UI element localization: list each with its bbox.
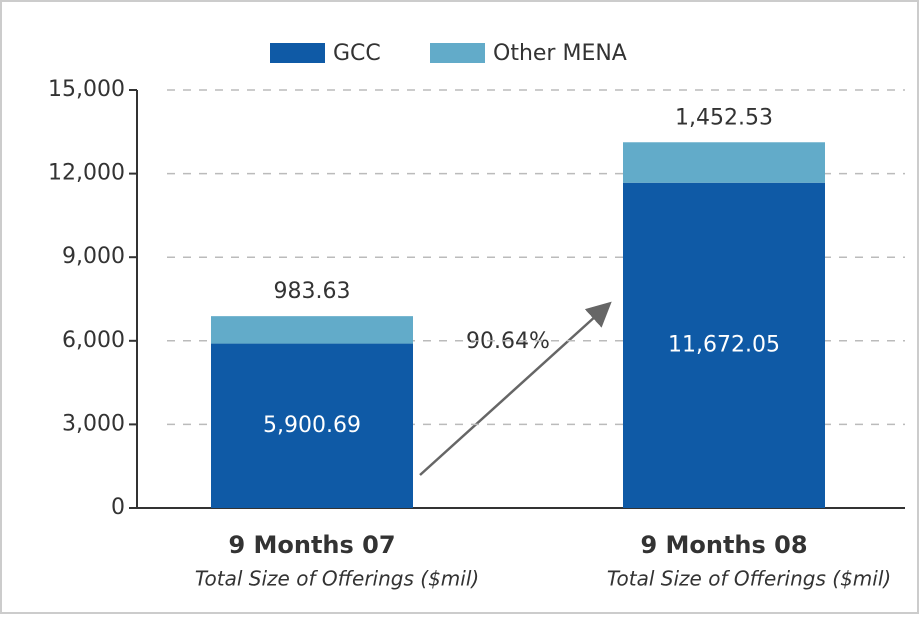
y-tick-label: 12,000 — [48, 161, 125, 186]
y-tick-label: 6,000 — [62, 328, 125, 353]
x-axis-label: Total Size of Offerings ($mil) — [195, 567, 479, 591]
bar — [623, 182, 825, 508]
value-label: 11,672.05 — [668, 332, 780, 357]
y-tick-label: 3,000 — [62, 411, 125, 436]
bar — [211, 343, 413, 508]
y-tick-label: 9,000 — [62, 244, 125, 269]
bar — [211, 316, 413, 344]
x-axis-label: Total Size of Offerings ($mil) — [607, 567, 891, 591]
y-tick-label: 15,000 — [48, 77, 125, 102]
legend-label: Other MENA — [493, 41, 627, 66]
x-tick-label: 9 Months 08 — [640, 531, 807, 559]
x-tick-label: 9 Months 07 — [228, 531, 395, 559]
value-label: 5,900.69 — [263, 413, 361, 438]
value-label: 1,452.53 — [675, 105, 773, 130]
legend-label: GCC — [333, 41, 381, 66]
y-tick-label: 0 — [111, 495, 125, 520]
value-label: 983.63 — [274, 279, 351, 304]
legend-swatch — [430, 43, 485, 63]
bar — [623, 142, 825, 183]
legend-swatch — [270, 43, 325, 63]
growth-arrow — [419, 301, 612, 476]
